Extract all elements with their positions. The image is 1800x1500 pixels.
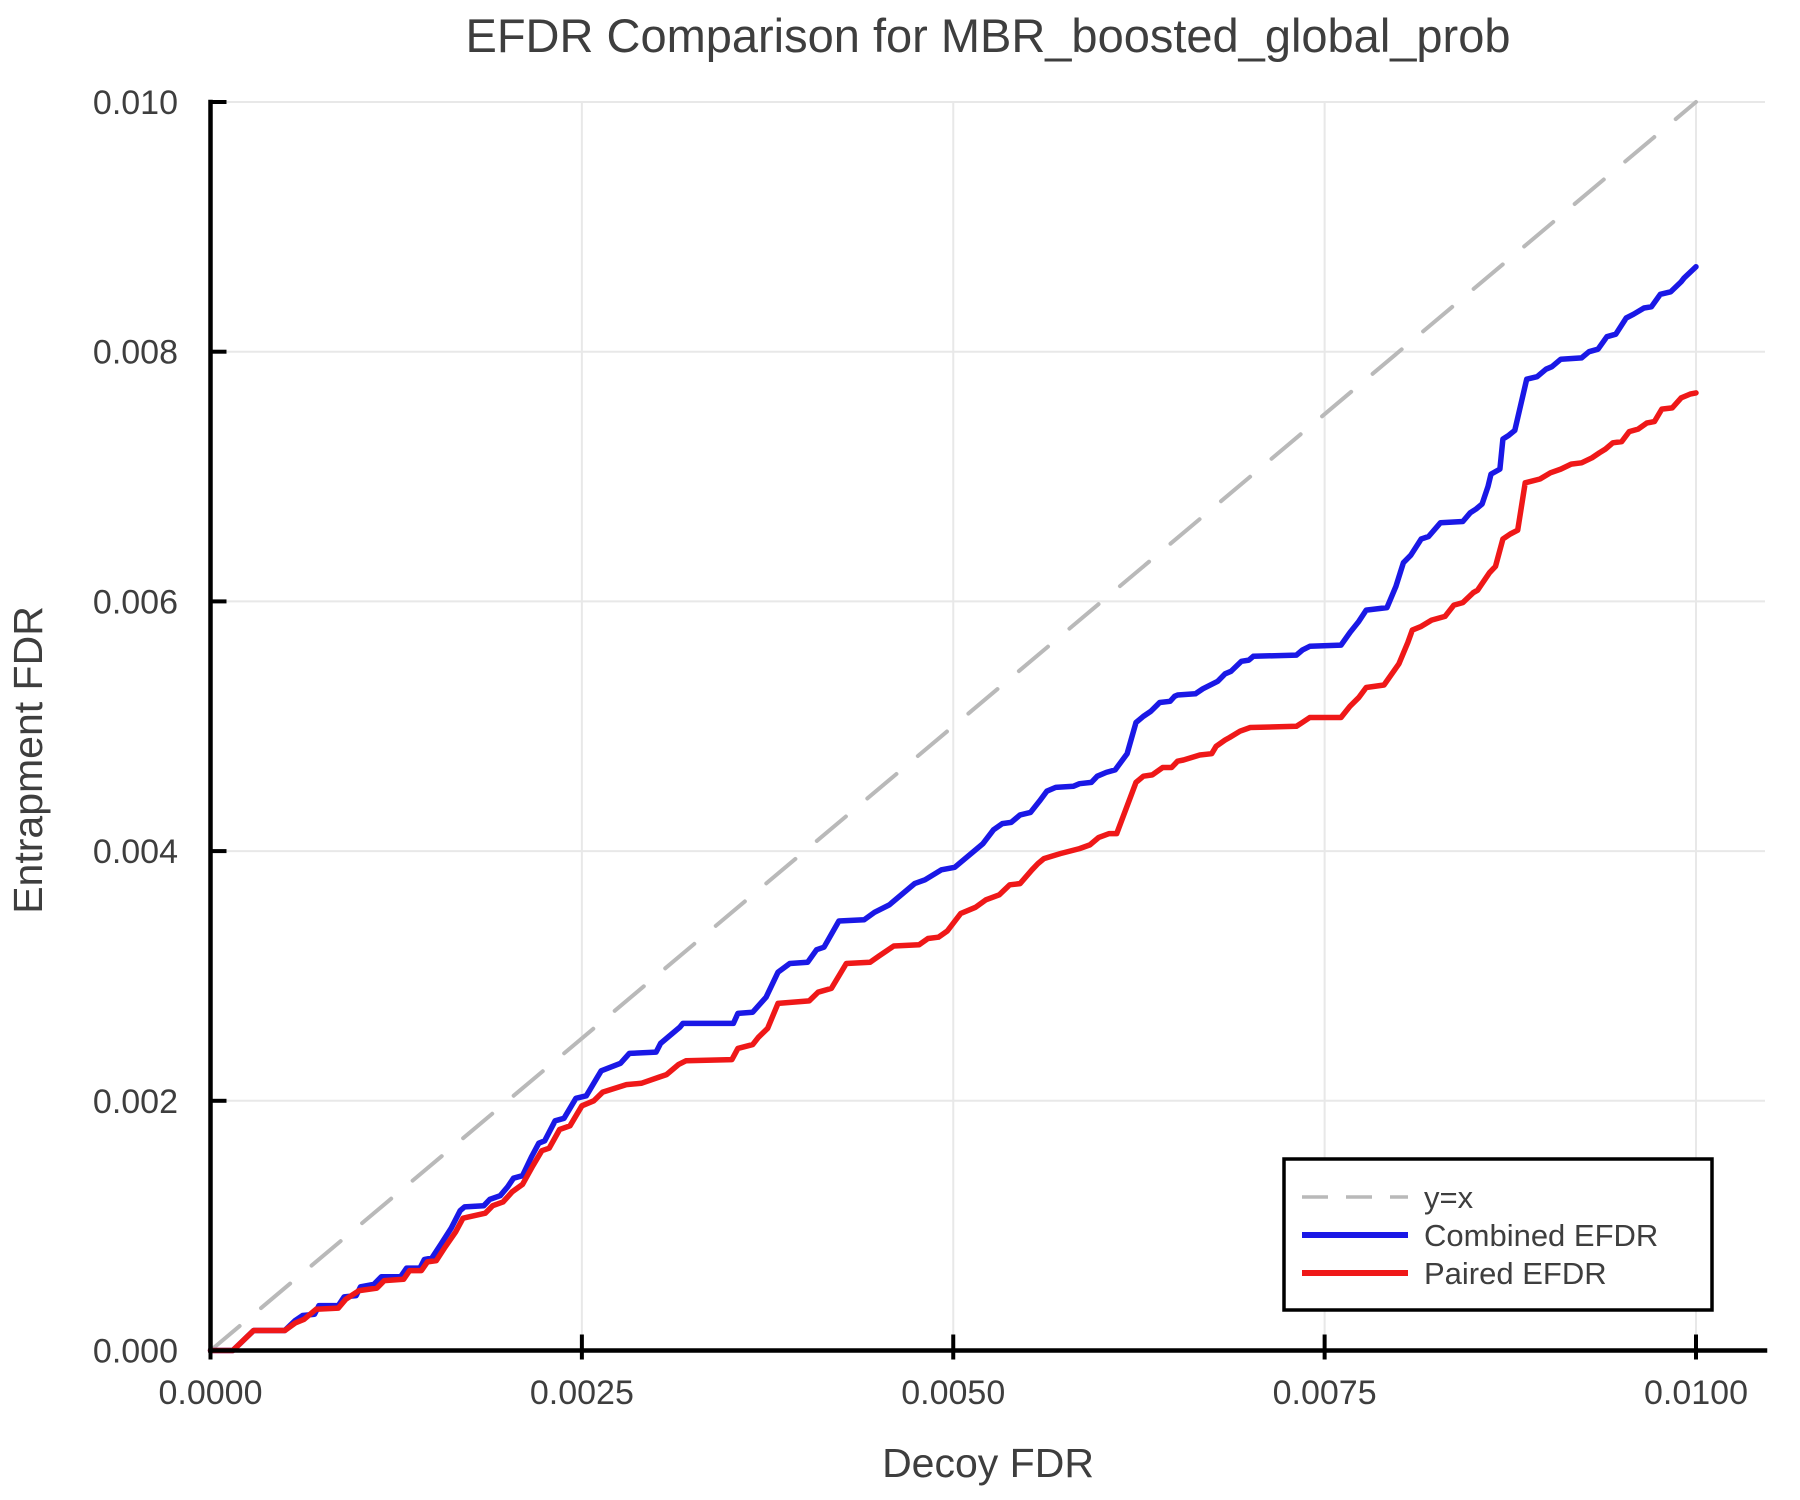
series-line-paired (207, 390, 1699, 1354)
y-tick-label: 0.002 (93, 1083, 178, 1121)
chart-title: EFDR Comparison for MBR_boosted_global_p… (466, 9, 1511, 62)
legend-label: y=x (1424, 1180, 1474, 1215)
y-tick-label: 0.004 (93, 833, 178, 871)
y-tick-label: 0.010 (93, 84, 178, 122)
grid-group (210, 101, 1765, 1351)
y-tick-label: 0.008 (93, 334, 178, 372)
series-line-combined (207, 264, 1699, 1354)
series-line-identity (208, 100, 1698, 1353)
y-axis-label: Entrapment FDR (5, 606, 51, 914)
x-axis-label: Decoy FDR (882, 1440, 1094, 1486)
legend-label: Paired EFDR (1424, 1256, 1607, 1291)
axes-group (208, 99, 1768, 1353)
legend-entry: Paired EFDR (1302, 1256, 1607, 1291)
y-tick-label: 0.006 (93, 583, 178, 621)
y-tick-label: 0.000 (93, 1333, 178, 1371)
legend-entry: y=x (1302, 1180, 1474, 1215)
tick-labels-group: 0.0000 0.0025 0.0050 0.0075 0.0100 0.000 0.002… (93, 84, 1748, 1412)
ticks-group (208, 100, 1698, 1360)
legend-entry: Combined EFDR (1302, 1218, 1658, 1253)
x-tick-label: 0.0075 (1273, 1374, 1377, 1412)
x-tick-label: 0.0025 (530, 1374, 634, 1412)
series-group (207, 100, 1699, 1354)
x-tick-label: 0.0000 (159, 1374, 263, 1412)
x-tick-label: 0.0050 (901, 1374, 1005, 1412)
x-tick-label: 0.0100 (1644, 1374, 1748, 1412)
legend-label: Combined EFDR (1424, 1218, 1658, 1253)
